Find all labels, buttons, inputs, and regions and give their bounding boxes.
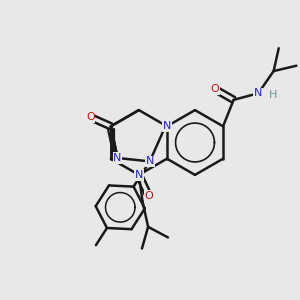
Text: N: N [163, 121, 171, 131]
Text: N: N [113, 153, 122, 163]
Text: N: N [254, 88, 262, 98]
Text: O: O [211, 84, 219, 94]
Text: O: O [86, 112, 94, 122]
Text: O: O [144, 191, 153, 201]
Text: H: H [268, 90, 277, 100]
Text: N: N [146, 156, 154, 167]
Text: N: N [135, 170, 143, 180]
